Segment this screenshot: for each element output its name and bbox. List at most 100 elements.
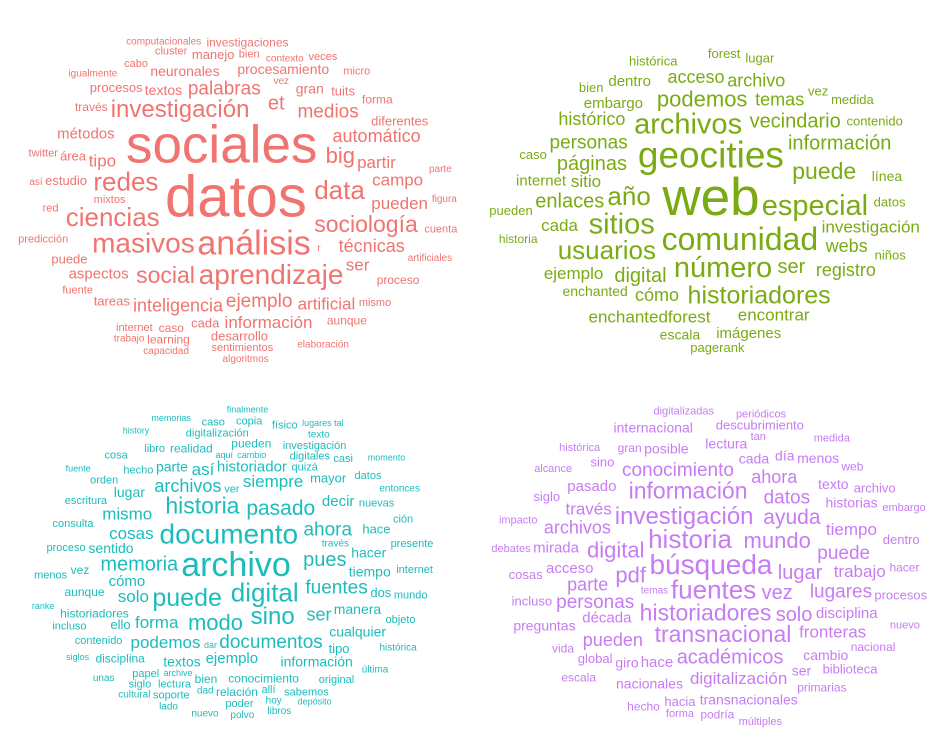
word-label: digitalización xyxy=(186,428,249,440)
word-label: datos xyxy=(165,165,307,230)
word-label: tareas xyxy=(94,293,131,308)
word-label: puede xyxy=(792,158,856,184)
word-label: cosa xyxy=(105,449,129,461)
word-label: fuentes xyxy=(671,575,756,605)
word-label: mundo xyxy=(394,589,428,601)
word-label: sitio xyxy=(571,172,601,191)
word-label: bien xyxy=(195,672,218,686)
word-label: historias xyxy=(826,495,878,511)
word-label: elaboración xyxy=(297,339,349,350)
word-label: biblioteca xyxy=(823,661,879,676)
word-label: twitter xyxy=(29,148,59,160)
word-label: copia xyxy=(236,416,263,428)
word-label: personas xyxy=(550,132,628,153)
word-label: forest xyxy=(708,46,741,61)
word-label: redes xyxy=(93,167,158,197)
word-label: siglo xyxy=(533,489,560,504)
word-label: ello xyxy=(110,617,130,632)
word-label: investigación xyxy=(822,218,920,237)
word-label: mismo xyxy=(102,504,152,523)
word-label: hacer xyxy=(351,544,386,560)
word-label: pues xyxy=(303,549,346,571)
word-label: diferentes xyxy=(371,114,429,129)
word-label: sabemos xyxy=(284,687,329,699)
word-label: tan xyxy=(751,431,766,443)
word-label: información xyxy=(629,477,748,503)
word-label: vez xyxy=(808,84,828,99)
word-label: métodos xyxy=(57,125,115,142)
word-label: vida xyxy=(552,642,574,656)
word-label: textos xyxy=(163,653,200,669)
word-label: fuentes xyxy=(305,578,367,599)
word-label: hace xyxy=(362,522,390,537)
word-label: así xyxy=(192,460,215,479)
word-label: hoy xyxy=(266,695,282,706)
word-label: escala xyxy=(660,326,701,342)
word-label: alcance xyxy=(534,463,572,475)
word-label: menos xyxy=(797,450,839,466)
word-label: digital xyxy=(614,265,666,287)
word-label: periódicos xyxy=(736,408,787,420)
word-label: sociología xyxy=(314,211,418,237)
word-label: aunque xyxy=(65,585,105,599)
word-label: proceso xyxy=(377,273,420,287)
word-label: siglos xyxy=(66,652,90,662)
word-label: quizá xyxy=(292,461,319,473)
word-label: medios xyxy=(297,101,358,122)
word-label: hacia xyxy=(664,694,696,709)
word-label: entonces xyxy=(379,484,420,495)
word-label: histórica xyxy=(379,642,417,653)
word-label: vez xyxy=(71,563,90,577)
word-label: cómo xyxy=(109,573,146,590)
word-label: igualmente xyxy=(68,68,117,79)
word-label: nacionales xyxy=(616,676,683,692)
word-label: lugares tal xyxy=(302,418,344,428)
word-label: digitales xyxy=(290,451,331,463)
word-label: red xyxy=(43,202,59,214)
word-label: escritura xyxy=(65,495,108,507)
word-label: lugar xyxy=(745,50,775,65)
word-label: siempre xyxy=(243,472,303,491)
word-label: historiadores xyxy=(688,281,831,309)
word-label: internet xyxy=(396,564,433,576)
word-label: pueden xyxy=(489,203,532,218)
word-label: cosas xyxy=(509,567,543,582)
word-label: última xyxy=(362,664,389,675)
word-label: pagerank xyxy=(690,340,745,355)
word-label: pasado xyxy=(246,497,315,520)
word-label: artificial xyxy=(298,294,356,313)
word-label: búsqueda xyxy=(649,549,772,580)
word-label: procesos xyxy=(874,588,927,603)
word-label: trabajo xyxy=(834,562,886,581)
word-label: cuenta xyxy=(424,223,458,235)
word-label: mayor xyxy=(310,470,347,485)
word-label: embargo xyxy=(584,95,643,112)
word-label: caso xyxy=(202,417,225,429)
word-label: investigación xyxy=(111,96,250,123)
word-label: depósito xyxy=(298,697,332,707)
word-label: preguntas xyxy=(513,618,575,634)
word-label: información xyxy=(788,132,891,154)
word-label: disciplina xyxy=(816,605,878,622)
word-label: cabo xyxy=(124,58,148,70)
word-label: objeto xyxy=(386,614,416,626)
word-label: big xyxy=(326,143,355,168)
word-label: técnicas xyxy=(339,236,405,256)
word-label: internacional xyxy=(614,420,693,436)
word-label: nuevo xyxy=(890,619,920,631)
word-label: micro xyxy=(343,66,370,78)
word-label: transnacionales xyxy=(700,692,798,708)
word-label: digital xyxy=(587,537,644,562)
word-label: enchantedforest xyxy=(589,307,711,326)
word-label: proceso xyxy=(47,542,86,554)
word-label: aspectos xyxy=(69,265,129,282)
word-label: finalmente xyxy=(227,405,269,415)
word-label: historiador xyxy=(217,458,287,475)
word-label: contexto xyxy=(266,53,304,64)
word-label: vez xyxy=(274,76,290,87)
word-label: puede xyxy=(51,251,87,266)
word-label: archivo xyxy=(181,546,291,584)
word-label: podemos xyxy=(131,633,201,652)
word-label: mixtos xyxy=(94,194,126,206)
word-label: bien xyxy=(579,80,604,95)
